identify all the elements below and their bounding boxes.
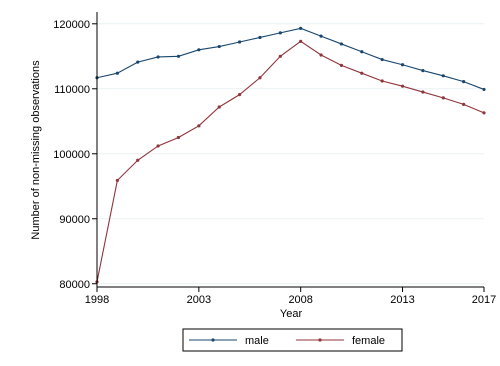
point-male-2014 (421, 68, 425, 73)
point-male-2011 (360, 50, 364, 54)
point-male-2006 (258, 35, 262, 40)
point-female-2001 (156, 144, 160, 148)
y-tick-label-3: 110000 (54, 84, 90, 96)
series-male (95, 26, 486, 92)
point-male-2002 (176, 54, 181, 58)
point-male-2007 (278, 31, 282, 35)
point-male-1999 (115, 71, 119, 75)
x-tick-label-3: 2013 (390, 294, 414, 306)
legend-marker-female (318, 338, 322, 342)
point-female-2017 (482, 111, 486, 115)
x-axis-title: Year (280, 308, 303, 320)
point-female-2015 (441, 96, 445, 100)
legend-box (182, 328, 403, 352)
series-female (95, 39, 486, 284)
y-tick-label-1: 90000 (59, 214, 90, 226)
legend-label-male: male (245, 335, 269, 347)
y-axis-title: Number of non-missing observations (30, 60, 42, 240)
grid-lines (97, 23, 484, 285)
series-lines (95, 26, 486, 284)
point-male-2000 (136, 60, 140, 64)
point-male-2004 (217, 44, 221, 49)
y-tick-label-4: 120000 (53, 19, 90, 31)
x-tick-label-2: 2008 (288, 294, 312, 306)
point-male-2010 (339, 42, 344, 46)
legend-marker-male (211, 338, 215, 342)
point-female-2009 (319, 53, 323, 57)
point-male-2016 (462, 80, 466, 84)
point-male-2003 (197, 48, 201, 52)
point-female-2011 (360, 71, 364, 75)
point-female-2008 (299, 39, 303, 43)
x-tick-label-4: 2017 (472, 294, 496, 306)
point-male-2009 (319, 34, 323, 38)
point-female-2010 (339, 63, 344, 67)
series-line-male (96, 27, 485, 90)
point-female-2007 (278, 54, 282, 58)
axes: 80000 90000 100000 110000 120000 1998 2003 2008… (53, 12, 496, 306)
legend-label-female: female (352, 335, 385, 347)
point-female-2016 (462, 102, 466, 106)
point-male-2008 (299, 26, 303, 30)
point-female-1999 (115, 178, 119, 183)
point-male-2005 (237, 40, 242, 44)
point-male-2015 (441, 74, 445, 78)
y-tick-label-2: 100000 (53, 149, 90, 161)
x-tick-label-1: 2003 (187, 294, 211, 306)
point-female-2005 (237, 93, 242, 97)
point-male-2012 (380, 57, 384, 62)
point-female-2006 (258, 76, 262, 80)
point-female-2000 (136, 158, 140, 162)
point-male-2001 (156, 55, 160, 59)
y-tick-label-0: 80000 (59, 279, 90, 291)
point-female-2014 (421, 90, 425, 94)
point-female-2003 (197, 124, 201, 128)
x-tick-label-0: 1998 (85, 294, 109, 306)
point-female-2004 (217, 105, 221, 109)
legend: male female (182, 328, 403, 352)
point-female-2013 (400, 84, 405, 88)
point-male-2017 (482, 87, 486, 92)
point-female-2012 (380, 79, 384, 83)
series-line-female (96, 40, 485, 282)
point-male-2013 (400, 63, 405, 67)
point-female-2002 (176, 135, 181, 140)
